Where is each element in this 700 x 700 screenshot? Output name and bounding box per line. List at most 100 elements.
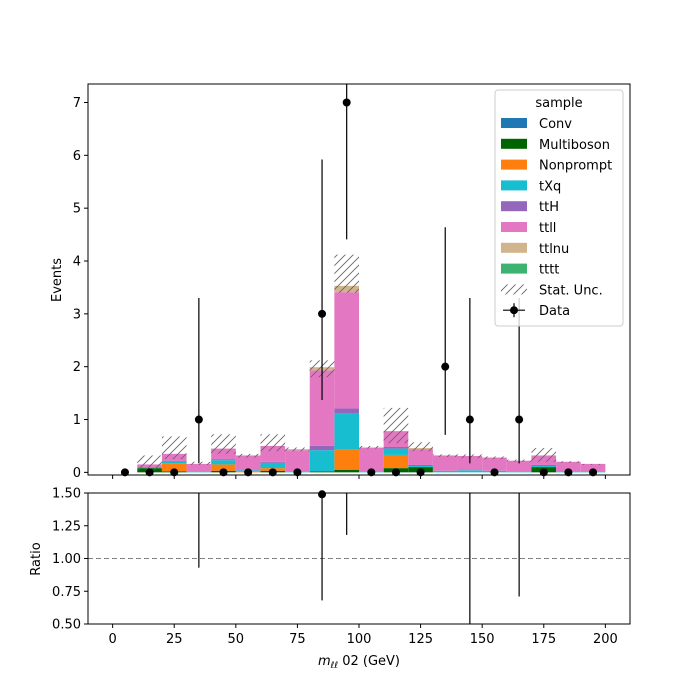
bar-ttll-bin-18 [580,463,606,472]
x-axis-label-sub: ℓℓ [330,661,338,671]
x-tick-label: 175 [531,632,556,647]
legend-label-tth: ttH [539,200,559,215]
legend-label-data: Data [539,304,570,319]
stat-unc-bin-0 [137,455,162,470]
bar-txq-bin-11 [408,466,433,468]
ratio-y-tick-label: 1.25 [52,519,81,534]
bar-txq-bin-2 [186,471,212,473]
x-axis-label: mℓℓ 02 (GeV) [318,654,400,671]
stat-unc-bin-12 [432,454,458,458]
data-point-7 [293,468,302,477]
data-point-18 [564,468,573,477]
main-y-tick-label: 1 [73,413,81,428]
legend-swatch-ttll [501,222,527,232]
bar-txq-bin-1 [161,461,187,464]
legend-swatch-tttt [501,263,527,274]
legend-swatch-txq [501,180,527,191]
ratio-y-tick-label: 1.00 [52,552,81,567]
main-y-tick-label: 3 [73,307,81,322]
legend-marker-data [510,306,518,315]
x-tick-label: 100 [347,632,372,647]
legend-label-tttt: tttt [539,263,559,278]
bar-tth-bin-10 [383,446,409,449]
stat-unc-bin-17 [556,461,581,463]
data-point-15 [490,468,499,477]
data-point-16 [515,415,524,424]
legend-swatch-nonprompt [501,159,527,170]
data-point-19 [589,468,598,477]
ratio-panel: 0.50 0.75 1.00 1.25 1.50 0 25 50 75 100 125 150 175… [29,487,631,671]
legend-label-nonprompt: Nonprompt [539,159,612,174]
x-tick-label: 200 [593,632,618,647]
ratio-content [88,490,630,624]
stat-unc-bin-9 [359,445,384,449]
bar-ttll-bin-2 [186,463,212,472]
main-y-tick-label: 5 [73,202,81,217]
stat-unc-bin-11 [408,442,433,452]
bar-tth-bin-8 [334,408,359,414]
legend-label-txq: tXq [539,179,561,194]
bar-ttll-bin-15 [506,460,532,472]
data-point-17 [539,468,548,477]
main-y-tick-label: 2 [73,360,81,375]
data-point-10 [367,468,376,477]
main-y-axis-label: Events [50,258,65,302]
bar-nonprompt-bin-3 [211,464,236,471]
data-points [120,84,598,477]
data-point-3 [194,415,203,424]
main-y-tick-label: 0 [73,466,81,481]
legend-title: sample [535,96,582,111]
bar-tth-bin-1 [161,460,187,462]
bar-nonprompt-bin-10 [383,454,409,469]
legend-label-ttll: ttll [539,221,556,236]
bar-txq-bin-8 [334,413,359,450]
stat-unc-bin-4 [235,453,261,458]
stat-unc-bands [137,254,606,470]
bar-tth-bin-16 [531,464,557,467]
bar-txq-bin-7 [309,450,335,472]
bar-ttll-bin-8 [334,292,359,409]
ratio-y-axis: 0.50 0.75 1.00 1.25 1.50 [52,487,88,633]
stat-unc-bin-3 [211,434,236,454]
ratio-x-axis: 0 25 50 75 100 125 150 175 200 [108,624,618,647]
data-point-1 [145,468,154,477]
ratio-y-axis-label: Ratio [29,542,44,575]
legend-label-multiboson: Multiboson [539,138,610,153]
legend-swatch-ttlnu [501,242,527,253]
legend-swatch-conv [501,118,527,128]
stat-unc-bin-5 [260,434,286,452]
data-point-2 [170,468,179,477]
x-tick-label: 0 [108,632,116,647]
bar-nonprompt-bin-1 [161,463,187,472]
legend-label-stat-unc: Stat. Unc. [539,283,603,298]
main-x-axis-ticks [112,475,606,479]
data-point-4 [219,468,228,477]
bar-ttll-bin-9 [359,447,384,472]
data-point-9 [342,98,351,107]
x-axis-label-rest: 02 (GeV) [338,654,400,669]
stat-unc-bin-18 [580,463,606,465]
bar-ttll-bin-6 [285,450,310,472]
bar-ttll-bin-11 [408,449,433,465]
data-point-13 [441,362,450,371]
x-tick-label: 75 [289,632,306,647]
bar-multiboson-bin-8 [334,469,359,473]
bar-tth-bin-11 [408,464,433,467]
main-y-tick-label: 7 [73,96,81,111]
x-tick-label: 50 [228,632,245,647]
legend: sample Conv Multiboson Nonprompt tXq ttH ttll… [494,89,624,327]
stat-unc-bin-16 [531,448,557,462]
legend-swatch-tth [501,201,527,212]
bar-tth-bin-5 [260,461,286,463]
data-point-6 [268,468,277,477]
bar-txq-bin-3 [211,460,236,465]
bar-txq-bin-13 [457,470,483,473]
data-point-14 [465,415,474,424]
bar-txq-bin-5 [260,462,286,469]
bar-txq-bin-15 [506,471,532,473]
bar-ttll-bin-17 [556,461,581,472]
data-point-5 [244,468,253,477]
x-tick-label: 150 [470,632,495,647]
x-tick-label: 25 [166,632,183,647]
bar-tth-bin-7 [309,445,335,451]
